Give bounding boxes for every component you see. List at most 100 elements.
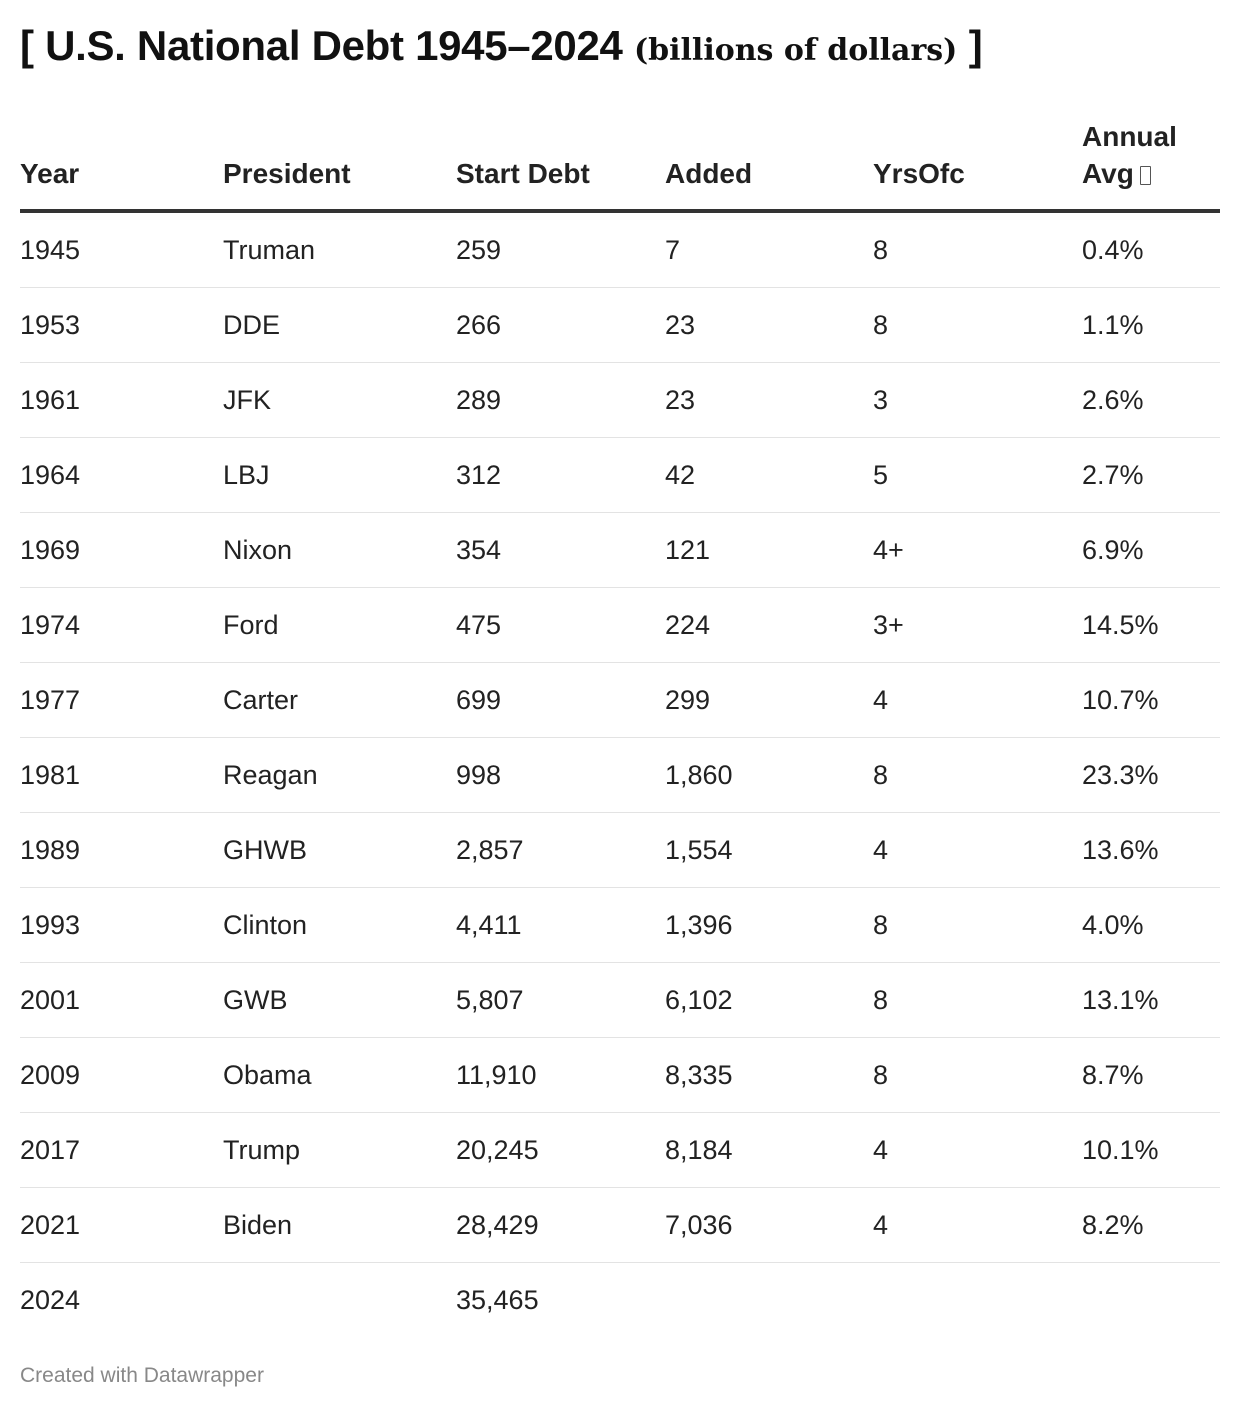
- table-row: 2017 Trump 20,245 8,184 4 10.1%: [20, 1112, 1220, 1188]
- cell-president: Trump: [223, 1112, 456, 1188]
- column-header-added[interactable]: Added: [665, 118, 873, 213]
- cell-yrs-ofc: 3+: [873, 587, 1082, 663]
- footer-credit: Created with Datawrapper: [20, 1364, 264, 1387]
- cell-yrs-ofc: [873, 1263, 1082, 1338]
- cell-annual-avg: 2.7%: [1082, 437, 1220, 513]
- cell-added: 1,860: [665, 737, 873, 813]
- cell-yrs-ofc: 4: [873, 812, 1082, 888]
- cell-start-debt: 699: [456, 662, 665, 738]
- cell-added: 299: [665, 662, 873, 738]
- cell-yrs-ofc: 4+: [873, 512, 1082, 588]
- cell-added: 121: [665, 512, 873, 588]
- cell-president: Truman: [223, 211, 456, 288]
- cell-start-debt: 5,807: [456, 962, 665, 1038]
- cell-added: 1,554: [665, 812, 873, 888]
- title-main: U.S. National Debt 1945–2024: [45, 22, 623, 69]
- cell-president: Obama: [223, 1037, 456, 1113]
- cell-year: 2001: [20, 962, 223, 1038]
- table-row: 2009 Obama 11,910 8,335 8 8.7%: [20, 1037, 1220, 1113]
- table-row: 2001 GWB 5,807 6,102 8 13.1%: [20, 962, 1220, 1038]
- cell-start-debt: 2,857: [456, 812, 665, 888]
- cell-president: Carter: [223, 662, 456, 738]
- cell-annual-avg: 2.6%: [1082, 362, 1220, 438]
- cell-president: Ford: [223, 587, 456, 663]
- cell-yrs-ofc: 8: [873, 737, 1082, 813]
- column-header-label: Annual Avg: [1082, 121, 1177, 189]
- cell-yrs-ofc: 8: [873, 962, 1082, 1038]
- table-row: 1977 Carter 699 299 4 10.7%: [20, 662, 1220, 738]
- cell-added: 23: [665, 287, 873, 363]
- cell-yrs-ofc: 3: [873, 362, 1082, 438]
- column-header-yrs-ofc[interactable]: YrsOfc: [873, 118, 1082, 213]
- cell-start-debt: 259: [456, 211, 665, 288]
- cell-year: 1974: [20, 587, 223, 663]
- cell-year: 1969: [20, 512, 223, 588]
- table-row: 1974 Ford 475 224 3+ 14.5%: [20, 587, 1220, 663]
- cell-added: 8,184: [665, 1112, 873, 1188]
- sort-icon[interactable]: [1139, 166, 1151, 185]
- table-row: 1961 JFK 289 23 3 2.6%: [20, 362, 1220, 438]
- cell-year: 1981: [20, 737, 223, 813]
- debt-table: Year President Start Debt Added YrsOfc A…: [20, 118, 1220, 1337]
- table-row: 1989 GHWB 2,857 1,554 4 13.6%: [20, 812, 1220, 888]
- cell-annual-avg: 23.3%: [1082, 737, 1220, 813]
- cell-annual-avg: 10.1%: [1082, 1112, 1220, 1188]
- cell-yrs-ofc: 8: [873, 1037, 1082, 1113]
- cell-president: DDE: [223, 287, 456, 363]
- cell-annual-avg: 6.9%: [1082, 512, 1220, 588]
- cell-yrs-ofc: 5: [873, 437, 1082, 513]
- cell-start-debt: 4,411: [456, 887, 665, 963]
- cell-president: Reagan: [223, 737, 456, 813]
- table-row: 1969 Nixon 354 121 4+ 6.9%: [20, 512, 1220, 588]
- cell-start-debt: 998: [456, 737, 665, 813]
- cell-president: Nixon: [223, 512, 456, 588]
- cell-year: 1945: [20, 211, 223, 288]
- cell-president: GWB: [223, 962, 456, 1038]
- cell-yrs-ofc: 4: [873, 1187, 1082, 1263]
- column-header-year[interactable]: Year: [20, 118, 223, 213]
- column-header-label: Added: [665, 158, 753, 189]
- cell-added: 224: [665, 587, 873, 663]
- column-header-label: President: [223, 158, 351, 189]
- cell-added: 42: [665, 437, 873, 513]
- cell-year: 2017: [20, 1112, 223, 1188]
- cell-year: 1977: [20, 662, 223, 738]
- cell-added: [665, 1263, 873, 1338]
- cell-start-debt: 28,429: [456, 1187, 665, 1263]
- title-open-bracket: [: [20, 22, 34, 69]
- cell-annual-avg: [1082, 1263, 1220, 1338]
- cell-annual-avg: 10.7%: [1082, 662, 1220, 738]
- cell-added: 8,335: [665, 1037, 873, 1113]
- column-header-annual-avg[interactable]: Annual Avg: [1082, 118, 1220, 213]
- column-header-label: Year: [20, 158, 80, 189]
- table-row: 1964 LBJ 312 42 5 2.7%: [20, 437, 1220, 513]
- cell-start-debt: 11,910: [456, 1037, 665, 1113]
- column-header-start-debt[interactable]: Start Debt: [456, 118, 665, 213]
- cell-year: 1989: [20, 812, 223, 888]
- cell-year: 2021: [20, 1187, 223, 1263]
- cell-president: LBJ: [223, 437, 456, 513]
- table-body: 1945 Truman 259 7 8 0.4% 1953 DDE 266 23 8 1.1% 1961…: [20, 211, 1220, 1337]
- cell-yrs-ofc: 8: [873, 287, 1082, 363]
- column-header-label: YrsOfc: [873, 158, 965, 189]
- cell-added: 23: [665, 362, 873, 438]
- cell-year: 1953: [20, 287, 223, 363]
- cell-start-debt: 354: [456, 512, 665, 588]
- cell-yrs-ofc: 4: [873, 662, 1082, 738]
- cell-start-debt: 266: [456, 287, 665, 363]
- cell-year: 1964: [20, 437, 223, 513]
- cell-annual-avg: 13.6%: [1082, 812, 1220, 888]
- column-header-president[interactable]: President: [223, 118, 456, 213]
- cell-annual-avg: 14.5%: [1082, 587, 1220, 663]
- cell-yrs-ofc: 8: [873, 887, 1082, 963]
- cell-added: 7,036: [665, 1187, 873, 1263]
- table-row: 2021 Biden 28,429 7,036 4 8.2%: [20, 1187, 1220, 1263]
- cell-annual-avg: 13.1%: [1082, 962, 1220, 1038]
- column-header-label: Start Debt: [456, 158, 590, 189]
- cell-added: 1,396: [665, 887, 873, 963]
- cell-president: [223, 1263, 456, 1338]
- cell-annual-avg: 8.7%: [1082, 1037, 1220, 1113]
- cell-added: 7: [665, 211, 873, 288]
- cell-year: 1961: [20, 362, 223, 438]
- cell-year: 2009: [20, 1037, 223, 1113]
